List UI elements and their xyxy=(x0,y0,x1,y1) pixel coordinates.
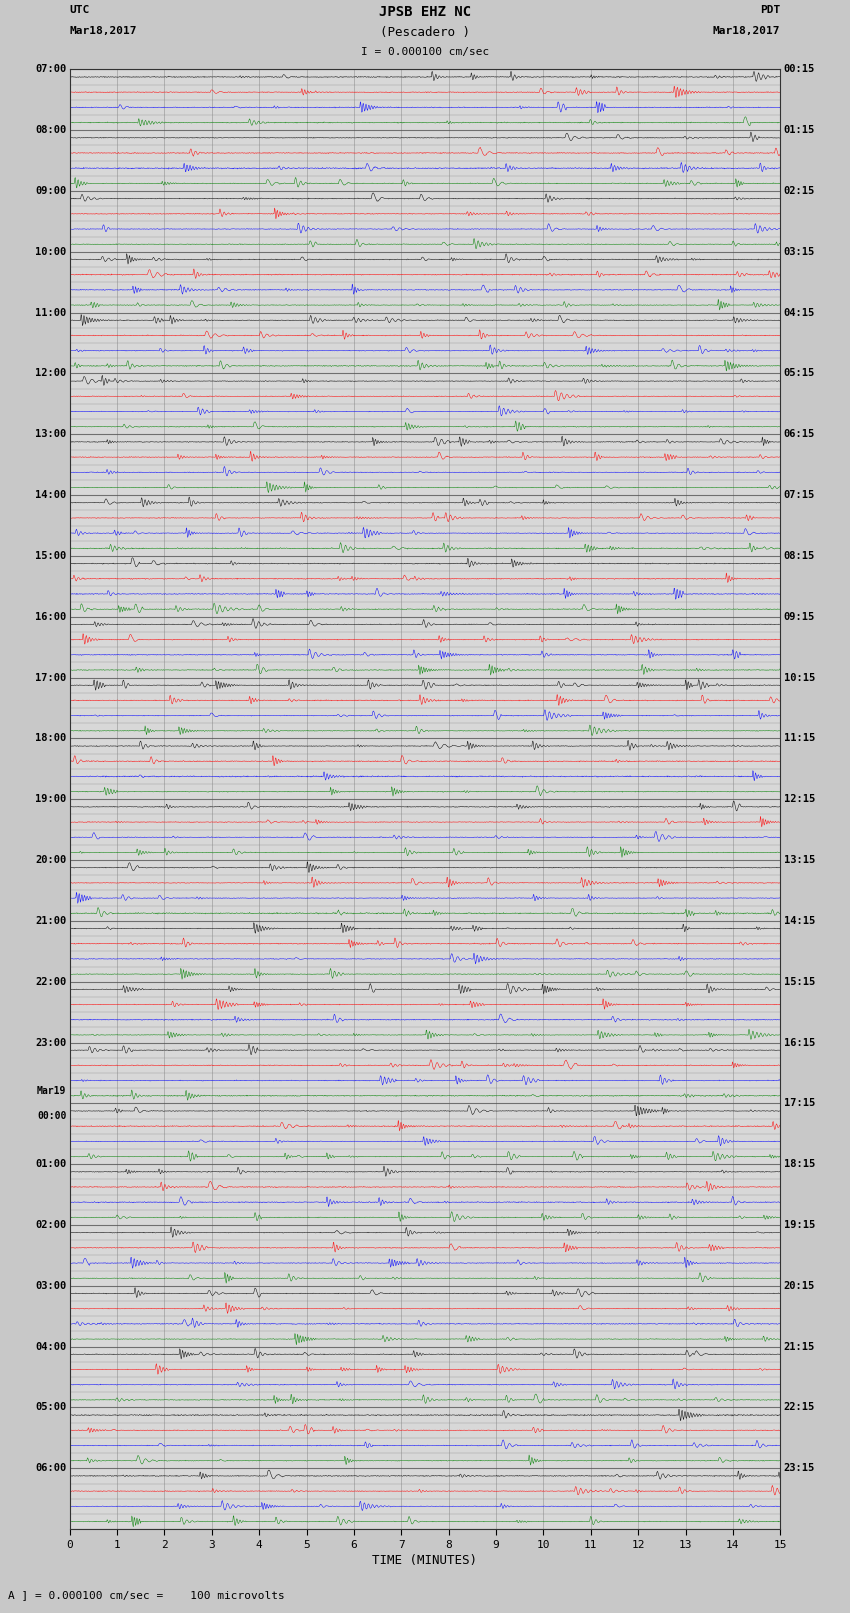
Text: 18:15: 18:15 xyxy=(784,1160,815,1169)
Text: 20:15: 20:15 xyxy=(784,1281,815,1290)
Text: 06:00: 06:00 xyxy=(35,1463,66,1473)
Text: 10:00: 10:00 xyxy=(35,247,66,256)
Text: 15:15: 15:15 xyxy=(784,977,815,987)
Text: 14:00: 14:00 xyxy=(35,490,66,500)
Text: 21:00: 21:00 xyxy=(35,916,66,926)
Text: 08:15: 08:15 xyxy=(784,552,815,561)
Text: 17:15: 17:15 xyxy=(784,1098,815,1108)
Text: JPSB EHZ NC: JPSB EHZ NC xyxy=(379,5,471,19)
Text: 14:15: 14:15 xyxy=(784,916,815,926)
Text: 11:15: 11:15 xyxy=(784,734,815,744)
Text: 10:15: 10:15 xyxy=(784,673,815,682)
Text: 03:15: 03:15 xyxy=(784,247,815,256)
Text: 19:00: 19:00 xyxy=(35,794,66,805)
Text: 23:15: 23:15 xyxy=(784,1463,815,1473)
Text: 02:00: 02:00 xyxy=(35,1219,66,1231)
Text: 00:15: 00:15 xyxy=(784,65,815,74)
Text: UTC: UTC xyxy=(70,5,90,15)
Text: 20:00: 20:00 xyxy=(35,855,66,865)
Text: 22:00: 22:00 xyxy=(35,977,66,987)
Text: PDT: PDT xyxy=(760,5,780,15)
Text: (Pescadero ): (Pescadero ) xyxy=(380,26,470,39)
X-axis label: TIME (MINUTES): TIME (MINUTES) xyxy=(372,1553,478,1566)
Text: 13:15: 13:15 xyxy=(784,855,815,865)
Text: 13:00: 13:00 xyxy=(35,429,66,439)
Text: 01:00: 01:00 xyxy=(35,1160,66,1169)
Text: 18:00: 18:00 xyxy=(35,734,66,744)
Text: I = 0.000100 cm/sec: I = 0.000100 cm/sec xyxy=(361,47,489,56)
Text: 16:15: 16:15 xyxy=(784,1037,815,1047)
Text: 21:15: 21:15 xyxy=(784,1342,815,1352)
Text: 17:00: 17:00 xyxy=(35,673,66,682)
Text: Mar19: Mar19 xyxy=(37,1086,66,1095)
Text: Mar18,2017: Mar18,2017 xyxy=(70,26,137,35)
Text: 09:15: 09:15 xyxy=(784,611,815,621)
Text: 02:15: 02:15 xyxy=(784,185,815,197)
Text: 03:00: 03:00 xyxy=(35,1281,66,1290)
Text: Mar18,2017: Mar18,2017 xyxy=(713,26,780,35)
Text: 11:00: 11:00 xyxy=(35,308,66,318)
Text: A ] = 0.000100 cm/sec =    100 microvolts: A ] = 0.000100 cm/sec = 100 microvolts xyxy=(8,1590,286,1600)
Text: 04:00: 04:00 xyxy=(35,1342,66,1352)
Text: 07:15: 07:15 xyxy=(784,490,815,500)
Text: 05:15: 05:15 xyxy=(784,368,815,379)
Text: 22:15: 22:15 xyxy=(784,1402,815,1413)
Text: 16:00: 16:00 xyxy=(35,611,66,621)
Text: 05:00: 05:00 xyxy=(35,1402,66,1413)
Text: 06:15: 06:15 xyxy=(784,429,815,439)
Text: 04:15: 04:15 xyxy=(784,308,815,318)
Text: 12:15: 12:15 xyxy=(784,794,815,805)
Text: 15:00: 15:00 xyxy=(35,552,66,561)
Text: 01:15: 01:15 xyxy=(784,126,815,135)
Text: 07:00: 07:00 xyxy=(35,65,66,74)
Text: 12:00: 12:00 xyxy=(35,368,66,379)
Text: 00:00: 00:00 xyxy=(37,1111,66,1121)
Text: 08:00: 08:00 xyxy=(35,126,66,135)
Text: 23:00: 23:00 xyxy=(35,1037,66,1047)
Text: 19:15: 19:15 xyxy=(784,1219,815,1231)
Text: 09:00: 09:00 xyxy=(35,185,66,197)
